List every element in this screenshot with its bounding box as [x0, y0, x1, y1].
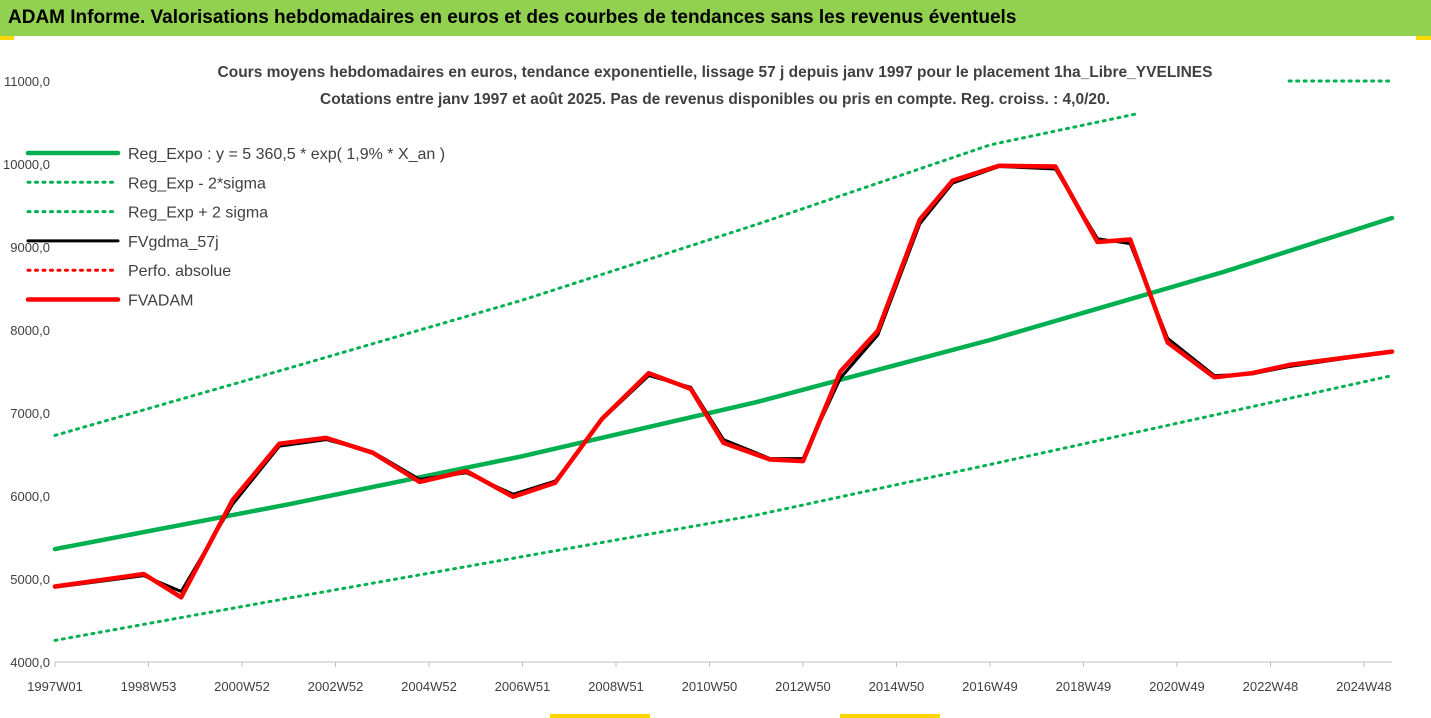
- x-tick-label: 2002W52: [308, 679, 364, 694]
- y-tick-label: 5000,0: [10, 572, 50, 587]
- accent-mark-top-right: [1416, 36, 1431, 40]
- x-tick-label: 2016W49: [962, 679, 1018, 694]
- x-tick-label: 2014W50: [869, 679, 925, 694]
- header-bar: [0, 0, 1431, 36]
- y-tick-label: 4000,0: [10, 655, 50, 670]
- x-tick-label: 2020W49: [1149, 679, 1205, 694]
- y-tick-label: 9000,0: [10, 240, 50, 255]
- chart-title: Cours moyens hebdomadaires en euros, ten…: [218, 64, 1213, 81]
- x-tick-label: 2004W52: [401, 679, 457, 694]
- y-tick-label: 10000,0: [3, 157, 50, 172]
- x-tick-label: 2006W51: [495, 679, 551, 694]
- x-tick-label: 2024W48: [1336, 679, 1392, 694]
- legend-label-2: Reg_Exp + 2 sigma: [128, 205, 268, 222]
- legend-label-5: FVADAM: [128, 293, 193, 310]
- series-line-2: [53, 112, 1137, 437]
- series-line-5: [52, 163, 1395, 600]
- x-tick-label: 2018W49: [1056, 679, 1112, 694]
- accent-mark-top-left: [0, 36, 14, 40]
- series-line-3: [53, 165, 1394, 593]
- x-tick-label: 1998W53: [121, 679, 177, 694]
- y-tick-label: 6000,0: [10, 489, 50, 504]
- x-tick-label: 2010W50: [682, 679, 738, 694]
- legend-label-4: Perfo. absolue: [128, 263, 231, 280]
- series-line-1: [53, 374, 1394, 642]
- accent-mark-bottom-1: [550, 714, 650, 718]
- chart-subtitle: Cotations entre janv 1997 et août 2025. …: [320, 91, 1110, 108]
- y-tick-label: 7000,0: [10, 406, 50, 421]
- y-tick-label: 8000,0: [10, 323, 50, 338]
- legend-label-1: Reg_Exp - 2*sigma: [128, 175, 266, 192]
- x-tick-label: 2008W51: [588, 679, 644, 694]
- x-tick-label: 1997W01: [27, 679, 83, 694]
- x-tick-label: 2022W48: [1243, 679, 1299, 694]
- x-tick-label: 2000W52: [214, 679, 270, 694]
- accent-mark-bottom-2: [840, 714, 940, 718]
- legend-label-3: FVgdma_57j: [128, 234, 219, 251]
- legend-label-0: Reg_Expo : y = 5 360,5 * exp( 1,9% * X_a…: [128, 146, 445, 163]
- y-tick-label: 11000,0: [4, 74, 50, 89]
- x-tick-label: 2012W50: [775, 679, 831, 694]
- series-line-0: [52, 215, 1395, 552]
- page-title: ADAM Informe. Valorisations hebdomadaire…: [8, 7, 1017, 28]
